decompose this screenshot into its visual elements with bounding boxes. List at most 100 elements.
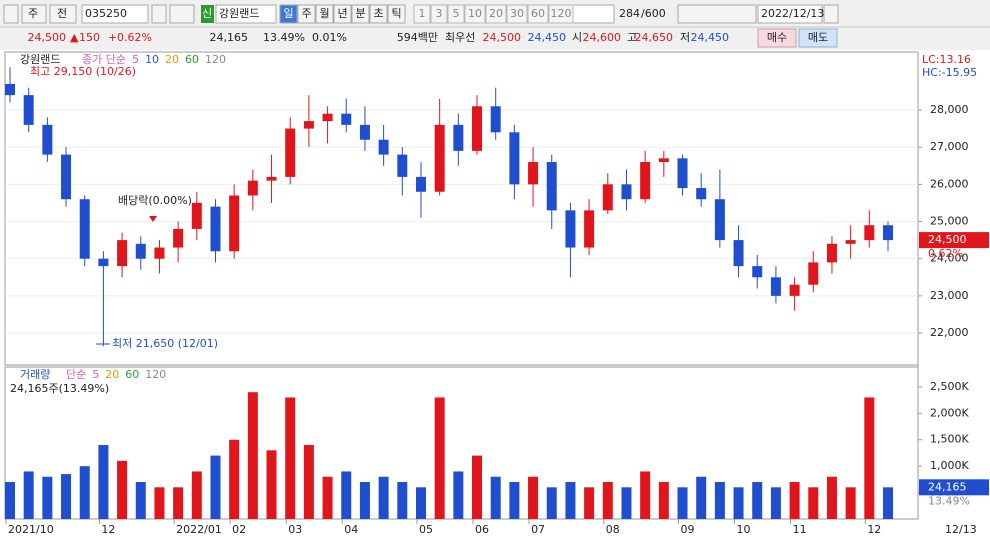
volume-bar (696, 476, 707, 519)
interval-label: 10 (468, 7, 482, 20)
legend-item: 20 (105, 368, 119, 381)
interval-button[interactable] (548, 4, 574, 24)
legend-item: 종가 단순 (82, 53, 126, 66)
last-rate: 0.62% (928, 247, 963, 260)
volume-bar (341, 471, 352, 519)
sell-button[interactable] (798, 28, 838, 48)
candle-body (341, 113, 352, 125)
x-tick-label: 05 (419, 523, 433, 536)
period-button[interactable] (297, 4, 316, 24)
volume-bar (546, 487, 557, 519)
candle-body (359, 124, 370, 140)
legend-item: 5 (132, 53, 139, 66)
menu-icon[interactable] (3, 4, 19, 24)
last-box (919, 479, 989, 496)
y-tick-label: 1,000K (930, 459, 969, 472)
volume-bar (864, 397, 875, 519)
candle-body (658, 158, 669, 163)
candle-body (584, 210, 595, 248)
candle-body (714, 199, 725, 241)
volume-bar (285, 397, 296, 519)
candle-body (621, 184, 632, 200)
date-box[interactable] (757, 4, 823, 24)
x-tick-label: 08 (606, 523, 620, 536)
high: 24,650 (635, 31, 674, 44)
candle-body (864, 225, 875, 241)
buy-button[interactable] (757, 28, 797, 48)
candle-body (397, 154, 408, 177)
interval-button[interactable] (447, 4, 465, 24)
scope-select[interactable] (49, 4, 77, 24)
code-input[interactable] (81, 4, 149, 24)
candle-body (845, 240, 856, 244)
badge: 신 (202, 7, 212, 20)
interval-button[interactable] (485, 4, 507, 24)
volume-bar (752, 482, 763, 519)
interval-label: 60 (531, 7, 545, 20)
count-box[interactable] (569, 4, 615, 24)
volume-bar (845, 487, 856, 519)
best-bid: 24,450 (528, 31, 567, 44)
sound-btn[interactable] (169, 4, 195, 24)
y-tick-label: 2,000K (930, 406, 969, 419)
volume-bar (303, 445, 314, 519)
legend-item: 120 (205, 53, 226, 66)
buy-label: 매수 (767, 31, 787, 44)
candle-body (752, 266, 763, 278)
period-button[interactable] (351, 4, 370, 24)
low-label: 저 (680, 31, 690, 44)
volume-bar (359, 482, 370, 519)
candle-body (154, 247, 165, 259)
last-box (919, 232, 989, 249)
search-btn[interactable] (151, 4, 167, 24)
period-button[interactable] (333, 4, 352, 24)
pane-subtitle: 24,165주(13.49%) (10, 382, 109, 395)
volume: 24,165 (210, 31, 249, 44)
candle-body (378, 139, 389, 155)
x-tick-label: 04 (344, 523, 358, 536)
candle-body (789, 284, 800, 296)
x-tick-label: 12 (101, 523, 115, 536)
volume-bar (733, 487, 744, 519)
volume-bar (191, 471, 202, 519)
volume-bar (378, 476, 389, 519)
x-tick-label: 02 (232, 523, 246, 536)
period-button[interactable] (369, 4, 388, 24)
volume-bar (677, 487, 688, 519)
legend-item: 5 (92, 368, 99, 381)
last-rate: 13.49% (928, 494, 970, 507)
volume-bar (453, 471, 464, 519)
calendar-btn[interactable] (823, 4, 839, 24)
volume-bar (135, 482, 146, 519)
period-button[interactable] (315, 4, 334, 24)
market-select[interactable] (21, 4, 47, 24)
candle-body (565, 210, 576, 248)
interval-button[interactable] (527, 4, 549, 24)
x-tick-label: 12 (867, 523, 881, 536)
low: 24,450 (691, 31, 730, 44)
period-label: 초 (373, 7, 383, 20)
interval-label: 1 (419, 7, 426, 20)
candle-body (247, 180, 258, 196)
candle-body (173, 228, 184, 248)
candle-body (733, 240, 744, 267)
y-tick-label: 2,500K (930, 380, 969, 393)
tool-icons[interactable] (677, 4, 757, 24)
candle-body (415, 176, 426, 192)
volume-bar (79, 466, 90, 519)
volume-bar (154, 487, 165, 519)
period-button[interactable] (279, 4, 298, 24)
volume-bar (789, 482, 800, 519)
candle-body (808, 262, 819, 285)
period-button[interactable] (387, 4, 406, 24)
y-tick-label: 1,500K (930, 433, 969, 446)
interval-button[interactable] (464, 4, 486, 24)
period-label: 년 (337, 7, 347, 20)
interval-button[interactable] (413, 4, 431, 24)
candle-body (303, 121, 314, 129)
volume-bar (23, 471, 34, 519)
interval-button[interactable] (506, 4, 528, 24)
interval-button[interactable] (430, 4, 448, 24)
period-label: 틱 (391, 7, 401, 20)
